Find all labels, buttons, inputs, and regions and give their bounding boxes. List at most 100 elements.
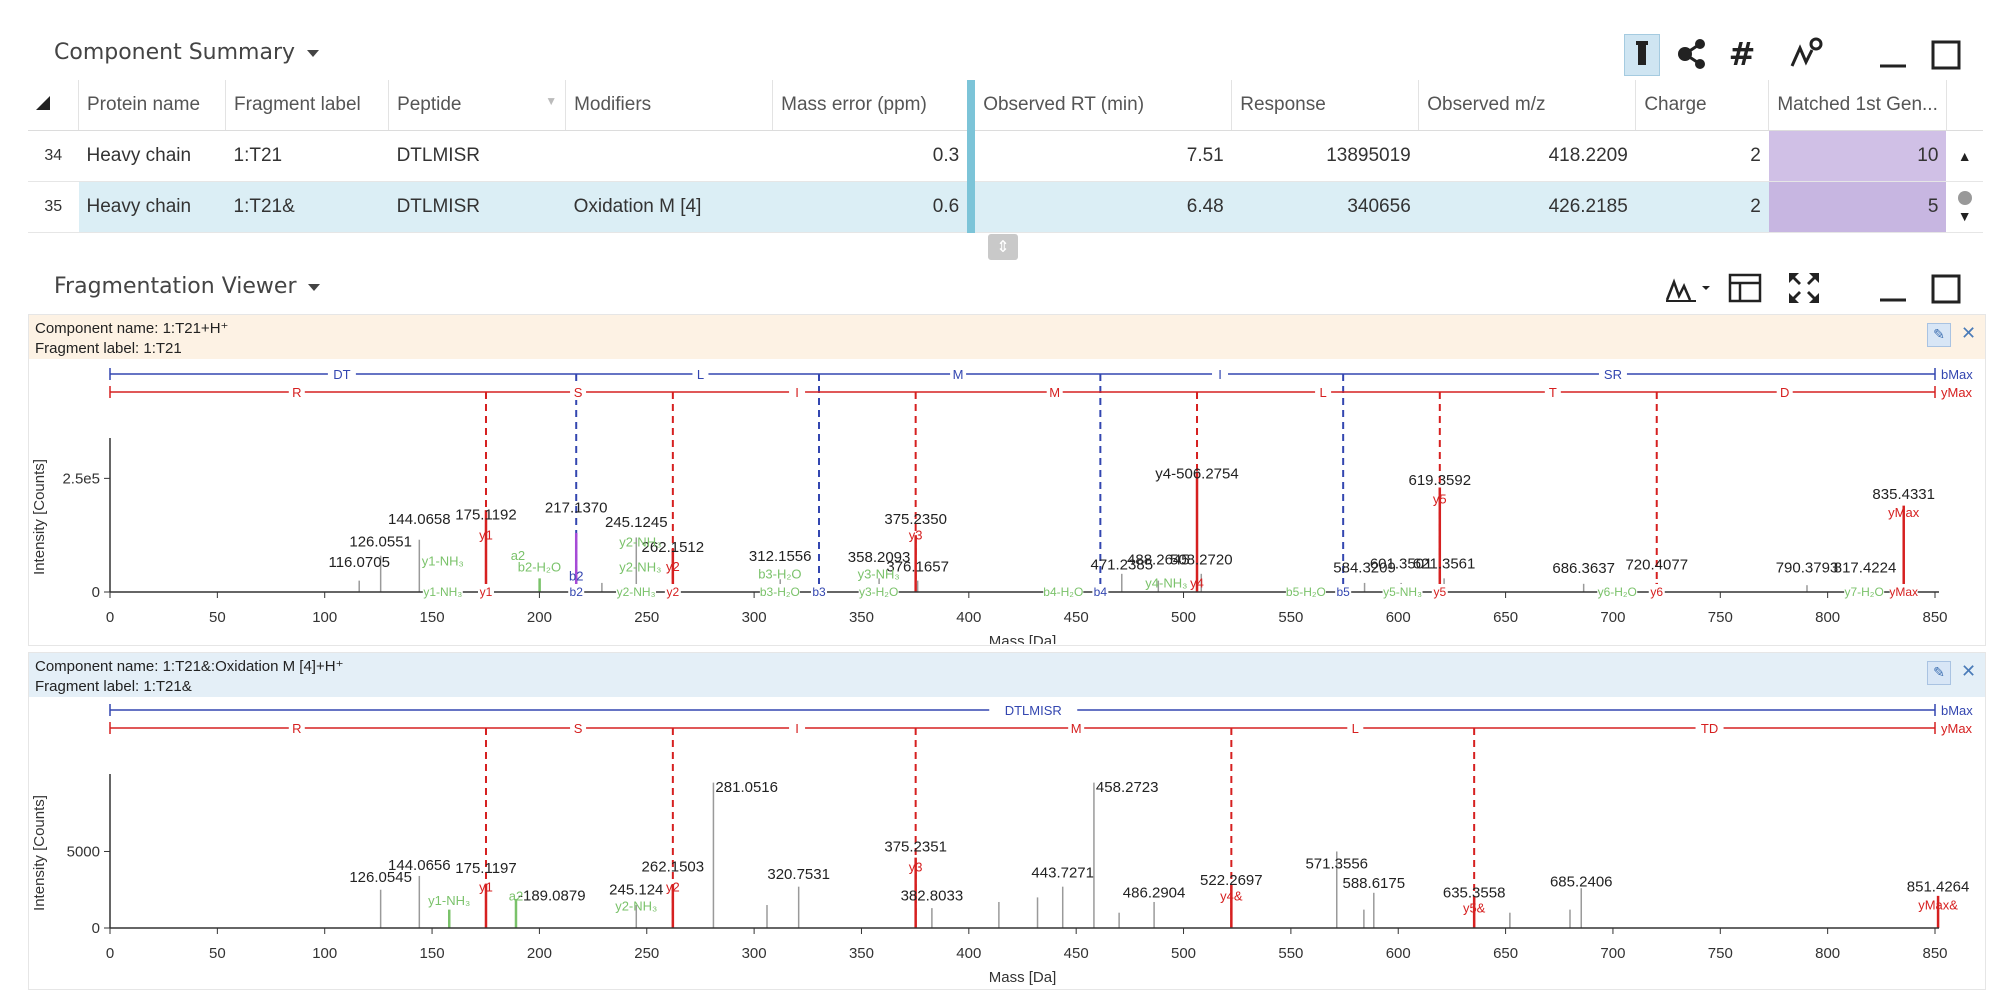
scroll-up-button[interactable]: ▲ (1946, 130, 1983, 182)
peak-mass-label: 175.1192 (455, 506, 516, 523)
x-tick-label: 200 (527, 945, 552, 962)
column-header-peptide[interactable]: Peptide ▼ (388, 80, 567, 131)
axis-ion-bg (568, 584, 585, 598)
share-icon[interactable] (1674, 34, 1710, 74)
column-header-fragment[interactable]: Fragment label (225, 80, 390, 131)
peak-mass-label: 126.0551 (349, 534, 412, 551)
peak-mass-label: 320.7531 (767, 866, 830, 883)
ion-annotation: y1 (479, 879, 493, 894)
peak-mass-label: 486.2904 (1123, 884, 1186, 901)
peak-mass-label: 443.7271 (1031, 864, 1094, 881)
peak-mass-label: y4-506.2754 (1155, 465, 1238, 482)
fullscreen-icon[interactable] (1784, 268, 1824, 308)
scroll-down-button[interactable]: ▼ (1946, 181, 1983, 233)
y-ladder-residue: S (574, 721, 583, 736)
peak-mass-label: 817.4224 (1834, 559, 1897, 576)
hash-icon[interactable]: # (1728, 35, 1756, 73)
y-ladder-residue: D (1780, 385, 1789, 400)
pin-icon[interactable]: ✎ (1927, 661, 1951, 685)
axis-ion-bg (1889, 584, 1918, 598)
table-row[interactable]: 35 Heavy chain 1:T21& DTLMISR Oxidation … (28, 181, 1983, 233)
y-tick-label: 2.5e5 (62, 470, 100, 487)
x-tick-label: 600 (1386, 945, 1411, 962)
pin-icon[interactable]: ✎ (1927, 323, 1951, 347)
ion-annotation: y2 (666, 879, 680, 894)
axis-ion-annotation: y6-H₂O (1598, 585, 1637, 599)
b-ladder-label-bg (950, 366, 967, 382)
y-ladder-residue: I (795, 721, 799, 736)
ion-annotation: b2-H₂O (518, 560, 561, 575)
peak-mass-label: 245.124 (609, 881, 663, 898)
fragmentation-viewer-title[interactable]: Fragmentation Viewer (54, 274, 321, 299)
cell-fragment: 1:T21 (225, 130, 389, 182)
maximize-icon[interactable] (1928, 34, 1964, 74)
y-ladder-residue: M (1049, 385, 1060, 400)
sort-column-header[interactable] (28, 80, 79, 131)
ion-annotation: y3 (909, 859, 923, 874)
y-ladder-label-bg (570, 720, 587, 736)
chevron-down-icon[interactable] (307, 49, 320, 57)
x-tick-label: 100 (312, 609, 337, 626)
chevron-down-icon[interactable]: ▼ (545, 94, 558, 108)
table-row[interactable]: 34 Heavy chain 1:T21 DTLMISR 0.3 7.51 13… (28, 130, 1983, 182)
column-header-response[interactable]: Response (1231, 80, 1420, 131)
peak-mass-label: 262.1503 (642, 858, 705, 875)
axis-ion-annotation: y5 (1433, 585, 1446, 599)
close-icon[interactable]: ✕ (1961, 661, 1977, 682)
y-ladder-residue: R (292, 721, 301, 736)
ion-annotation: yMax (1888, 505, 1920, 520)
b-ladder-end-label: bMax (1941, 703, 1973, 718)
axis-ion-annotation: b4-H₂O (1043, 585, 1083, 599)
spectrum-header-band (29, 653, 1985, 697)
column-header-charge[interactable]: Charge (1635, 80, 1770, 131)
peak-mass-label: 458.2723 (1096, 779, 1159, 796)
axis-ion-annotation: yMax (1889, 585, 1918, 599)
flask-icon[interactable] (1624, 34, 1660, 76)
table-layout-icon[interactable] (1726, 268, 1764, 308)
scrollbar-track[interactable] (1946, 80, 1983, 131)
axis-ion-bg (422, 584, 463, 598)
column-header-protein[interactable]: Protein name (78, 80, 227, 131)
ion-annotation: y4& (1220, 888, 1243, 903)
ion-annotation: y2-NH₃ (619, 560, 661, 575)
scroll-thumb[interactable] (1957, 190, 1972, 205)
column-header-rt[interactable]: Observed RT (min) (971, 80, 1233, 131)
row-index: 34 (28, 130, 79, 182)
column-header-mz[interactable]: Observed m/z (1418, 80, 1637, 131)
peak-settings-icon[interactable] (1788, 34, 1828, 74)
y-ladder-label-bg (1347, 720, 1364, 736)
b-ladder-label-bg (692, 366, 709, 382)
y-ladder-residue: S (574, 385, 583, 400)
close-icon[interactable]: ✕ (1961, 323, 1977, 344)
x-tick-label: 800 (1815, 945, 1840, 962)
minimize-icon[interactable] (1876, 34, 1910, 74)
b-ladder-label-bg (1598, 366, 1627, 382)
peak-mass-label: 686.3637 (1552, 560, 1615, 577)
chevron-down-icon[interactable] (308, 283, 321, 291)
axis-ion-bg (1431, 584, 1448, 598)
x-tick-label: 0 (106, 945, 114, 962)
component-summary-title[interactable]: Component Summary (54, 40, 320, 65)
b-ladder-residue: M (953, 367, 964, 382)
b-ladder-end-label: bMax (1941, 367, 1973, 382)
spectrum-view-icon[interactable] (1664, 268, 1714, 308)
minimize-icon[interactable] (1876, 268, 1910, 308)
ion-annotation: y2-NH₃ (619, 535, 661, 550)
axis-ion-annotation: b3-H₂O (760, 585, 800, 599)
axis-ion-annotation: b5-H₂O (1286, 585, 1326, 599)
axis-ion-annotation: y3-H₂O (859, 585, 898, 599)
ion-annotation: y1-NH₃ (428, 893, 470, 908)
peak-mass-label: 312.1556 (749, 548, 812, 565)
column-header-matched[interactable]: Matched 1st Gen... (1768, 80, 1947, 131)
b-ladder-residue: SR (1604, 367, 1622, 382)
axis-ion-bg (1382, 584, 1423, 598)
column-header-mass-error[interactable]: Mass error (ppm) (772, 80, 976, 131)
panel-splitter-handle[interactable]: ⇕ (988, 234, 1018, 260)
y-ladder-residue: L (1352, 721, 1359, 736)
x-tick-label: 0 (106, 609, 114, 626)
maximize-icon[interactable] (1928, 268, 1964, 308)
peak-mass-label: 835.4331 (1872, 486, 1935, 503)
column-header-modifiers[interactable]: Modifiers (565, 80, 774, 131)
ion-annotation: y3-NH₃ (858, 566, 900, 581)
x-tick-label: 750 (1708, 609, 1733, 626)
